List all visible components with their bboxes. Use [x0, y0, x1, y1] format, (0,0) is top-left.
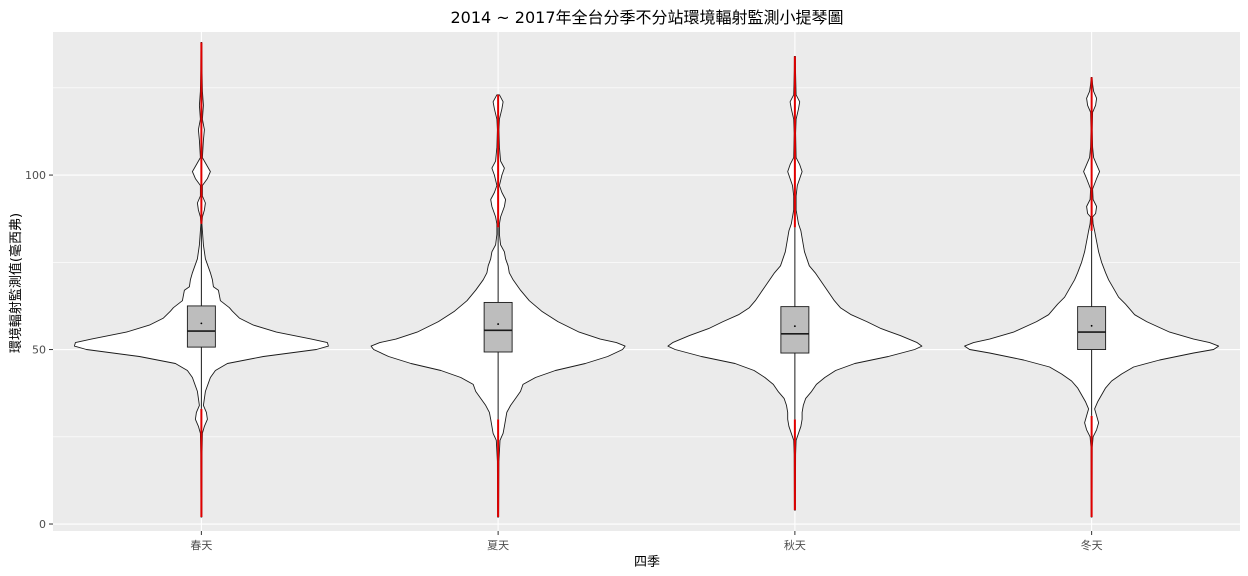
mean-point [497, 323, 500, 325]
mean-point [1090, 324, 1093, 327]
chart-title: 2014 ~ 2017年全台分季不分站環境輻射監測小提琴圖 [450, 8, 843, 27]
y-tick-label: 50 [32, 344, 46, 357]
y-tick-label: 0 [39, 518, 46, 531]
x-axis: 春天 夏天 秋天 冬天 [190, 531, 1103, 552]
y-axis: 0 50 100 [25, 169, 53, 531]
x-axis-title: 四季 [634, 555, 660, 570]
violins [73, 42, 1220, 518]
x-tick-label: 秋天 [784, 538, 806, 552]
x-tick-label: 夏天 [487, 539, 509, 552]
violin-group [73, 42, 329, 518]
plot-panel [53, 32, 1240, 531]
iqr-box [186, 305, 216, 348]
violin-group [667, 55, 923, 511]
x-tick-label: 冬天 [1081, 538, 1103, 552]
iqr-box [1077, 306, 1107, 350]
y-tick-label: 100 [25, 169, 46, 182]
mean-point [793, 325, 796, 328]
iqr-box [483, 301, 513, 353]
x-tick-label: 春天 [190, 539, 212, 552]
violin-group [964, 76, 1220, 518]
iqr-box [780, 306, 810, 354]
y-axis-title: 環境輻射監測值(毫西弗) [8, 213, 24, 353]
mean-point [200, 322, 203, 325]
violin-group [370, 94, 626, 518]
